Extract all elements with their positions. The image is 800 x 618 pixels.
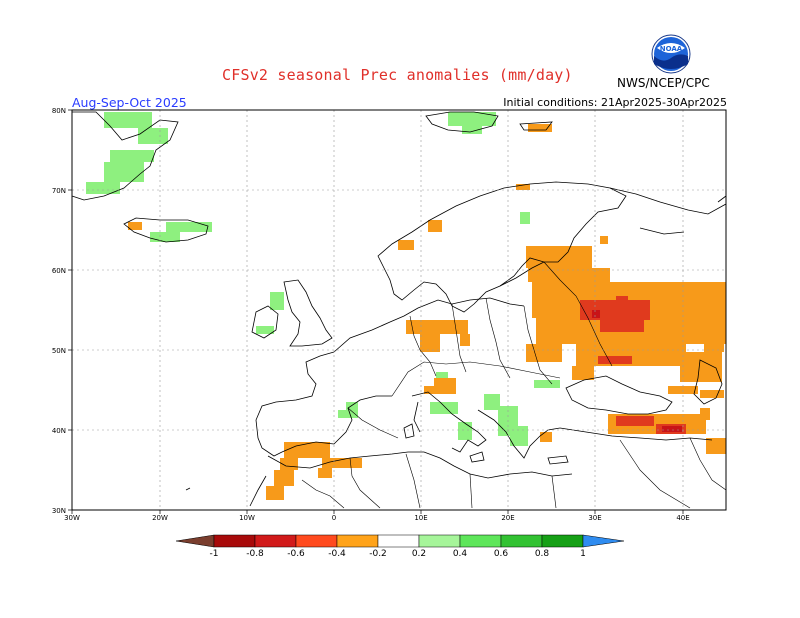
colorbar-swatch — [459, 534, 502, 548]
lat-label: 40N — [52, 427, 66, 435]
lon-label: 10W — [239, 514, 255, 522]
colorbar-label: -0.6 — [287, 549, 305, 559]
lat-label: 60N — [52, 267, 66, 275]
coastlines — [71, 111, 727, 509]
lon-label: 10E — [414, 514, 427, 522]
graticule — [72, 110, 726, 510]
lon-label: 20E — [501, 514, 514, 522]
initial-conditions: Initial conditions: 21Apr2025-30Apr2025 — [503, 96, 727, 109]
colorbar-swatch — [295, 534, 338, 548]
map-title: CFSv2 seasonal Prec anomalies (mm/day) — [222, 66, 573, 84]
noaa-logo-text: NOAA — [660, 45, 683, 53]
lat-label: 30N — [52, 507, 66, 515]
lon-label: 30W — [64, 514, 80, 522]
lat-label: 50N — [52, 347, 66, 355]
lat-label: 70N — [52, 187, 66, 195]
longitude-labels: 30W 20W 10W 0 10E 20E 30E 40E — [64, 514, 690, 522]
lat-label: 80N — [52, 107, 66, 115]
colorbar-low-arrow — [175, 534, 215, 548]
colorbar-swatch — [377, 534, 420, 548]
colorbar-label: 0.4 — [453, 549, 468, 559]
colorbar-swatch — [418, 534, 461, 548]
colorbar-label: 0.8 — [535, 549, 550, 559]
colorbar-swatch — [254, 534, 297, 548]
colorbar-label: 0.2 — [412, 549, 426, 559]
forecast-period: Aug-Sep-Oct 2025 — [72, 95, 187, 110]
colorbar-label: 0.6 — [494, 549, 509, 559]
colorbar-label: -1 — [210, 549, 219, 559]
latitude-labels: 80N 70N 60N 50N 40N 30N — [52, 107, 66, 515]
axis-ticks — [68, 109, 684, 514]
colorbar-label: -0.2 — [369, 549, 387, 559]
lon-label: 0 — [332, 514, 336, 522]
lon-label: 30E — [588, 514, 601, 522]
lon-label: 40E — [676, 514, 689, 522]
colorbar-swatch — [541, 534, 584, 548]
wet-anomalies — [86, 112, 560, 446]
very-dry-anomalies — [592, 310, 682, 432]
agency-label: NWS/NCEP/CPC — [617, 76, 710, 90]
colorbar-label: 1 — [580, 549, 586, 559]
colorbar-swatch — [500, 534, 543, 548]
map-frame — [71, 109, 727, 511]
colorbar-label: -0.4 — [328, 549, 346, 559]
noaa-logo-icon: NOAA — [651, 34, 691, 74]
colorbar-high-arrow — [582, 534, 625, 548]
colorbar-label: -0.8 — [246, 549, 264, 559]
colorbar: -1 -0.8 -0.6 -0.4 -0.2 0.2 0.4 0.6 0.8 1 — [175, 534, 625, 559]
anomaly-patches — [86, 112, 726, 500]
lon-label: 20W — [152, 514, 168, 522]
colorbar-swatch — [336, 534, 379, 548]
colorbar-swatch — [213, 534, 256, 548]
